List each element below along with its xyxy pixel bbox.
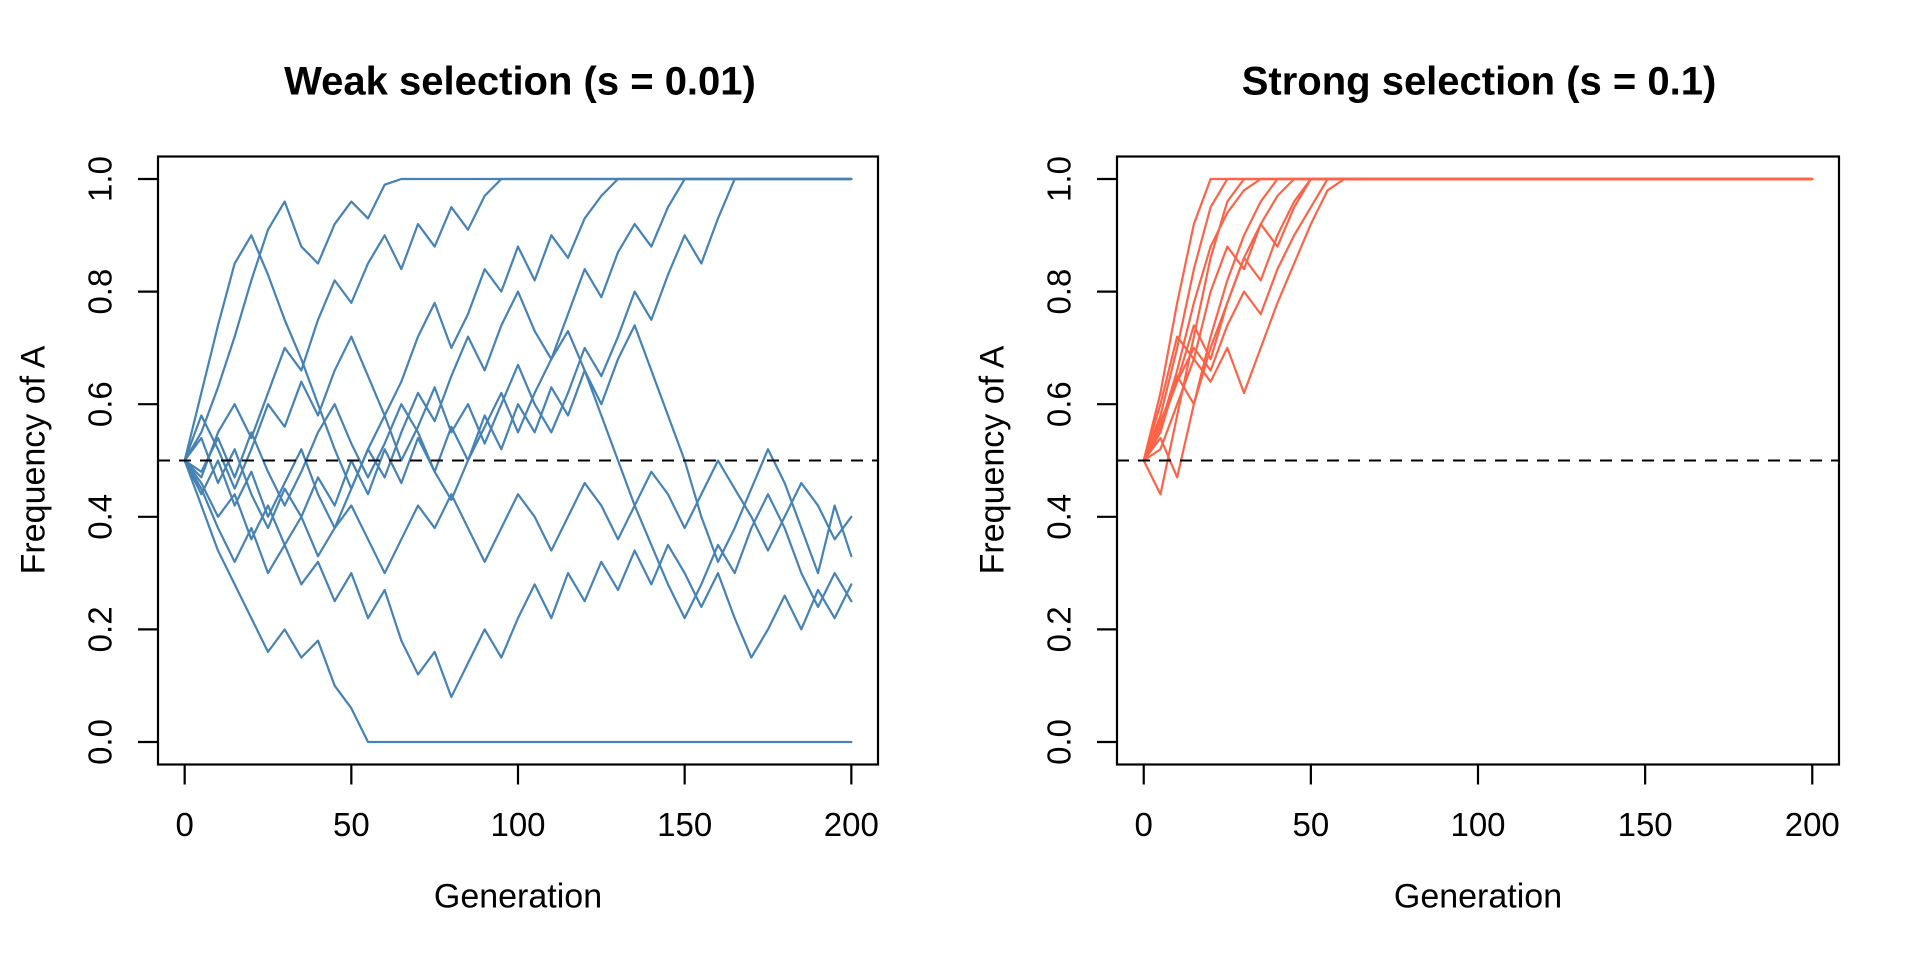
trajectory-line-replicate-6 [1142,177,1814,462]
left-y-axis-label: Frequency of A [14,345,53,575]
x-tick-label: 150 [657,806,712,843]
x-tick-label: 200 [1785,806,1840,843]
trajectory-line-replicate-8 [183,459,853,699]
right-y-axis-label: Frequency of A [973,345,1012,575]
left-x-axis-label: Generation [433,877,603,916]
trajectory-line-replicate-6 [183,459,853,744]
right-panel-title: Strong selection (s = 0.1) [1241,59,1717,104]
trajectory-line-replicate-5 [183,177,853,530]
y-tick-label: 0.4 [82,494,119,540]
x-tick-label: 50 [333,806,370,843]
y-tick-label: 0.6 [82,381,119,427]
trajectory-line-replicate-9 [1142,177,1814,462]
panel-strong-selection: 0 50 100 150 200 0.0 0.2 0.4 0.6 0.8 1.0 [1041,155,1841,843]
y-tick-label: 0.4 [1041,494,1078,540]
y-tick-label: 0.8 [82,269,119,315]
trajectory-line-replicate-4 [183,177,853,490]
panel-weak-selection: 0 50 100 150 200 0.0 0.2 0.4 0.6 0.8 1.0 [82,155,880,843]
y-tick-label: 0.2 [1041,606,1078,652]
trajectory-line-replicate-10 [1142,177,1814,462]
y-tick-label: 0.8 [1041,269,1078,315]
trajectory-line-replicate-10 [183,459,853,575]
trajectory-line-replicate-2 [1142,177,1814,462]
trajectory-line-replicate-1 [183,177,853,462]
trajectory-line-replicate-1 [1142,177,1814,462]
x-tick-label: 100 [490,806,545,843]
x-tick-label: 50 [1293,806,1330,843]
trajectory-line-replicate-3 [1142,177,1814,496]
left-panel-title: Weak selection (s = 0.01) [284,59,756,104]
trajectory-line-replicate-2 [183,177,853,479]
y-tick-label: 0.6 [1041,381,1078,427]
x-tick-label: 150 [1618,806,1673,843]
x-tick-label: 0 [175,806,193,843]
y-tick-label: 0.2 [82,606,119,652]
trajectory-line-replicate-5 [1142,177,1814,462]
x-tick-label: 0 [1135,806,1153,843]
y-tick-label: 0.0 [82,719,119,765]
x-tick-label: 100 [1450,806,1505,843]
y-tick-label: 1.0 [1041,156,1078,202]
trajectory-line-replicate-8 [1142,177,1814,462]
trajectory-line-replicate-3 [183,177,853,490]
trajectory-line-replicate-4 [1142,177,1814,462]
trajectory-line-replicate-9 [183,329,853,620]
trajectory-line-replicate-7 [183,324,853,575]
x-tick-label: 200 [824,806,879,843]
right-x-axis-label: Generation [1393,877,1563,916]
y-tick-label: 1.0 [82,156,119,202]
trajectory-line-replicate-7 [1142,177,1814,479]
y-tick-label: 0.0 [1041,719,1078,765]
